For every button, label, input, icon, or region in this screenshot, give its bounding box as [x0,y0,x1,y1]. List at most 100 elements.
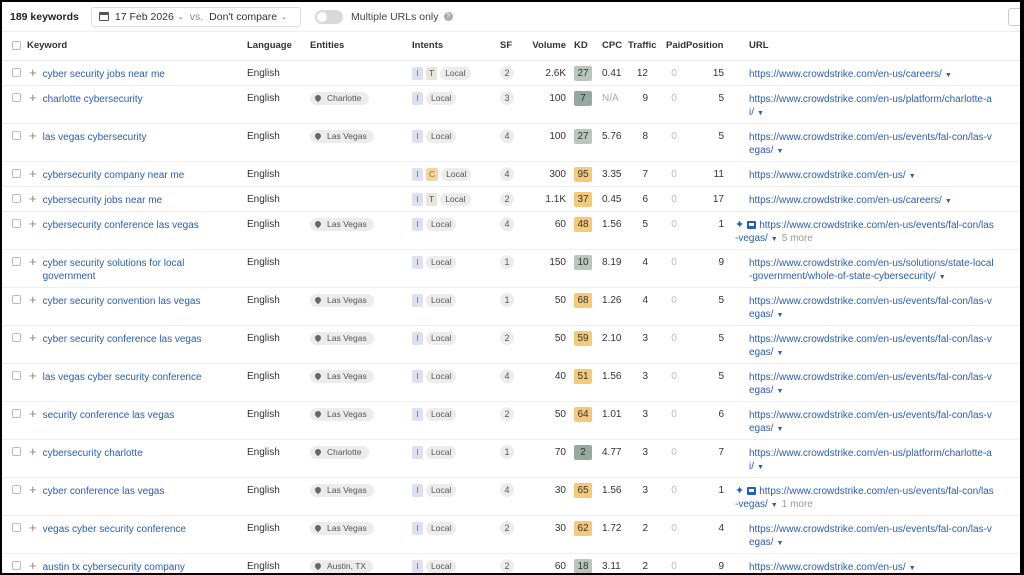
caret-down-icon[interactable]: ▼ [776,311,784,319]
keyword-link[interactable]: vegas cyber security conference [42,523,186,535]
caret-down-icon[interactable]: ▼ [770,501,778,509]
caret-down-icon[interactable]: ▼ [776,425,784,433]
keyword-link[interactable]: cyber security convention las vegas [42,295,201,307]
caret-down-icon[interactable]: ▼ [757,463,764,471]
url-link[interactable]: https://www.crowdstrike.com/en-us/events… [749,371,992,396]
caret-down-icon[interactable]: ▼ [938,273,946,281]
add-keyword-icon[interactable]: + [29,481,37,497]
column-settings-button[interactable] [1008,8,1020,26]
select-all-checkbox[interactable] [12,41,21,51]
col-intents[interactable]: Intents [412,32,500,61]
add-keyword-icon[interactable]: + [29,190,37,206]
more-urls-link[interactable]: 1 more [781,498,813,510]
add-keyword-icon[interactable]: + [29,89,37,105]
add-keyword-icon[interactable]: + [29,443,37,459]
caret-down-icon[interactable]: ▼ [776,539,784,547]
caret-down-icon[interactable]: ▼ [944,197,952,205]
col-paid[interactable]: Paid [662,32,686,61]
caret-down-icon[interactable]: ▼ [776,147,784,155]
caret-down-icon[interactable]: ▼ [776,387,784,395]
keyword-link[interactable]: charlotte cybersecurity [42,93,143,105]
add-keyword-icon[interactable]: + [29,329,37,345]
url-link[interactable]: https://www.crowdstrike.com/en-us/platfo… [749,447,992,472]
sf-badge[interactable]: 1 [500,254,514,269]
entity-chip[interactable]: Las Vegas [310,217,374,231]
add-keyword-icon[interactable]: + [29,64,37,80]
url-link[interactable]: https://www.crowdstrike.com/en-us/events… [749,333,992,358]
sf-badge[interactable]: 2 [500,558,514,573]
caret-down-icon[interactable]: ▼ [770,235,778,243]
url-link[interactable]: https://www.crowdstrike.com/en-us/events… [749,295,992,320]
row-checkbox[interactable] [12,294,21,304]
row-checkbox[interactable] [12,332,21,342]
keyword-link[interactable]: cybersecurity conference las vegas [42,219,199,231]
row-checkbox[interactable] [12,168,21,178]
entity-chip[interactable]: Austin, TX [310,559,374,573]
keyword-link[interactable]: cybersecurity charlotte [42,447,143,459]
url-link[interactable]: https://www.crowdstrike.com/en-us/career… [749,68,942,80]
row-checkbox[interactable] [12,370,21,380]
row-checkbox[interactable] [12,218,21,228]
entity-chip[interactable]: Las Vegas [310,129,374,143]
url-link[interactable]: https://www.crowdstrike.com/en-us/events… [749,523,992,548]
more-urls-link[interactable]: 5 more [781,232,813,244]
sf-badge[interactable]: 4 [500,216,514,231]
sf-badge[interactable]: 2 [500,520,514,535]
sf-badge[interactable]: 2 [500,406,514,421]
add-keyword-icon[interactable]: + [29,519,37,535]
entity-chip[interactable]: Charlotte [310,91,369,105]
url-link[interactable]: https://www.crowdstrike.com/en-us/platfo… [749,93,992,118]
add-keyword-icon[interactable]: + [29,127,37,143]
entity-chip[interactable]: Las Vegas [310,293,374,307]
row-checkbox[interactable] [12,67,21,77]
col-cpc[interactable]: CPC [596,32,628,61]
multiple-urls-toggle[interactable] [314,9,343,24]
url-link[interactable]: https://www.crowdstrike.com/en-us/ [749,561,906,573]
entity-chip[interactable]: Las Vegas [310,331,374,345]
row-checkbox[interactable] [12,484,21,494]
keyword-link[interactable]: las vegas cybersecurity [42,131,147,143]
sf-badge[interactable]: 4 [500,482,514,497]
entity-chip[interactable]: Las Vegas [310,521,374,535]
row-checkbox[interactable] [12,92,21,102]
add-keyword-icon[interactable]: + [29,165,37,181]
entity-chip[interactable]: Charlotte [310,445,369,459]
keyword-link[interactable]: cyber security solutions for local gover… [42,257,185,282]
row-checkbox[interactable] [12,522,21,532]
keyword-link[interactable]: cyber conference las vegas [42,485,165,497]
caret-down-icon[interactable]: ▼ [908,564,916,572]
row-checkbox[interactable] [12,130,21,140]
date-compare-selector[interactable]: 17 Feb 2026 ⌄ vs. Don't compare ⌄ [90,6,301,27]
keyword-link[interactable]: cyber security jobs near me [42,68,165,80]
sf-badge[interactable]: 4 [500,128,514,143]
row-checkbox[interactable] [12,560,21,570]
col-entities[interactable]: Entities [302,32,412,61]
col-kd[interactable]: KD [566,32,596,61]
keyword-link[interactable]: cybersecurity company near me [42,169,185,181]
keyword-link[interactable]: security conference las vegas [42,409,175,421]
sf-badge[interactable]: 1 [500,292,514,307]
add-keyword-icon[interactable]: + [29,253,37,269]
col-position[interactable]: Position [686,32,728,61]
caret-down-icon[interactable]: ▼ [776,349,784,357]
add-keyword-icon[interactable]: + [29,291,37,307]
url-link[interactable]: https://www.crowdstrike.com/en-us/events… [749,131,992,156]
add-keyword-icon[interactable]: + [29,405,37,421]
add-keyword-icon[interactable]: + [29,367,37,383]
col-url[interactable]: URL [728,32,1020,61]
col-sf[interactable]: SF [500,32,524,61]
col-volume[interactable]: Volume [524,32,566,61]
url-link[interactable]: https://www.crowdstrike.com/en-us/soluti… [749,257,994,282]
row-checkbox[interactable] [12,193,21,203]
row-checkbox[interactable] [12,256,21,266]
caret-down-icon[interactable]: ▼ [757,109,764,117]
caret-down-icon[interactable]: ▼ [944,71,952,79]
col-traffic[interactable]: Traffic [628,32,662,61]
row-checkbox[interactable] [12,408,21,418]
keyword-link[interactable]: cybersecurity jobs near me [42,194,163,206]
url-link[interactable]: https://www.crowdstrike.com/en-us/events… [749,409,992,434]
keyword-link[interactable]: las vegas cyber security conference [42,371,202,383]
url-link[interactable]: https://www.crowdstrike.com/en-us/career… [749,194,942,206]
caret-down-icon[interactable]: ▼ [908,172,916,180]
add-keyword-icon[interactable]: + [29,215,37,231]
